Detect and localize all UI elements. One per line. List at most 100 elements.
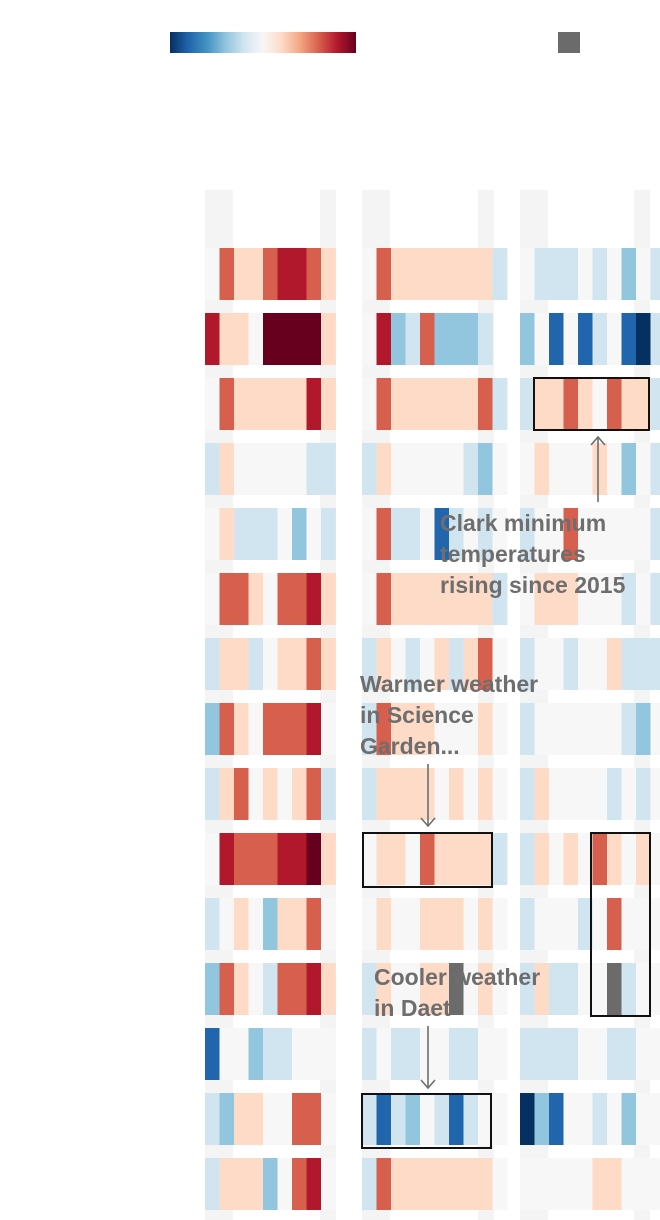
heatmap-cell	[578, 313, 593, 365]
heatmap-cell	[607, 1028, 622, 1080]
heatmap-cell	[520, 1028, 535, 1080]
heatmap-cell	[362, 898, 377, 950]
heatmap-cell	[621, 768, 637, 820]
heatmap-cell	[205, 1158, 220, 1210]
heatmap-cell	[292, 833, 307, 885]
heatmap-cell	[434, 768, 450, 820]
heatmap-cell	[234, 833, 249, 885]
heatmap-cell	[434, 833, 450, 885]
heatmap-cell	[420, 378, 435, 430]
heatmap-cell	[405, 443, 421, 495]
heatmap-cell	[563, 1028, 579, 1080]
heatmap-cell	[563, 963, 579, 1015]
heatmap-cell	[607, 248, 622, 300]
heatmap-cell	[621, 443, 637, 495]
heatmap-cell	[549, 1028, 564, 1080]
heatmap-cell	[463, 703, 479, 755]
heatmap-cell	[607, 573, 622, 625]
annotation-science-garden-line-2: in Science	[360, 702, 474, 728]
heatmap-cell	[520, 1158, 535, 1210]
arrow-clark	[590, 435, 606, 502]
heatmap-cell	[636, 963, 651, 1015]
heatmap-cell	[592, 573, 608, 625]
heatmap-cell	[306, 1093, 322, 1145]
heatmap-cell	[234, 768, 249, 820]
heatmap-cell	[321, 768, 336, 820]
heatmap-cell	[205, 443, 220, 495]
heatmap-cell	[463, 573, 479, 625]
heatmap-cell	[563, 508, 579, 560]
missing-cell	[607, 963, 622, 1015]
heatmap-cell	[449, 443, 464, 495]
heatmap-cell	[321, 1093, 336, 1145]
heatmap-cell	[321, 703, 336, 755]
heatmap-cell	[449, 833, 464, 885]
heatmap-cell	[621, 573, 637, 625]
heatmap-cell	[306, 378, 322, 430]
heatmap-cell	[549, 898, 564, 950]
heatmap-cell	[248, 768, 264, 820]
heatmap-cell	[478, 963, 493, 1015]
heatmap-cell	[263, 1093, 278, 1145]
heatmap-cell	[563, 833, 579, 885]
heatmap-cell	[592, 768, 608, 820]
heatmap-cell	[277, 378, 293, 430]
heatmap-cell	[621, 378, 637, 430]
heatmap-cell	[650, 703, 660, 755]
heatmap-cell	[520, 638, 535, 690]
heatmap-cell	[621, 898, 637, 950]
heatmap-cell	[434, 1028, 450, 1080]
heatmap-cell	[306, 248, 322, 300]
heatmap-cell	[463, 1158, 479, 1210]
heatmap-cell	[563, 703, 579, 755]
heatmap-cell	[463, 1028, 479, 1080]
heatmap-cell	[636, 1093, 651, 1145]
heatmap-cell	[391, 1028, 406, 1080]
heatmap-cell	[420, 313, 435, 365]
heatmap-cell	[362, 508, 377, 560]
heatmap-cell	[434, 963, 450, 1015]
missing-data-legend-swatch	[558, 32, 580, 53]
heatmap-cell	[219, 833, 235, 885]
heatmap-cell	[463, 638, 479, 690]
heatmap-cell	[621, 1093, 637, 1145]
heatmap-cell	[219, 638, 235, 690]
heatmap-cell	[650, 248, 660, 300]
annotation-science-garden-line-3: Garden...	[360, 733, 460, 759]
heatmap-cell	[534, 1093, 550, 1145]
heatmap-cell	[277, 898, 293, 950]
heatmap-cell	[621, 703, 637, 755]
heatmap-cell	[650, 573, 660, 625]
heatmap-cell	[607, 768, 622, 820]
heatmap-cell	[636, 898, 651, 950]
heatmap-cell	[306, 638, 322, 690]
heatmap-cell	[534, 768, 550, 820]
heatmap-cell	[362, 833, 377, 885]
heatmap-cell	[549, 833, 564, 885]
heatmap-cell	[607, 1093, 622, 1145]
annotation-daet-line-1: Cooler weather	[374, 964, 541, 990]
heatmap-cell	[248, 313, 264, 365]
heatmap-cell	[277, 638, 293, 690]
heatmap-cell	[376, 768, 392, 820]
heatmap-cell	[306, 963, 322, 1015]
heatmap-cell	[219, 248, 235, 300]
heatmap-cell	[449, 508, 464, 560]
annotation-science-garden-line-1: Warmer weather	[360, 671, 539, 697]
heatmap-cell	[478, 898, 493, 950]
heatmap-cell	[219, 1158, 235, 1210]
heatmap-cell	[292, 443, 307, 495]
heatmap-cell	[263, 443, 278, 495]
heatmap-cell	[205, 703, 220, 755]
heatmap-cell	[478, 313, 493, 365]
heatmap-cell	[592, 1158, 608, 1210]
heatmap-cell	[592, 378, 608, 430]
heatmap-cell	[650, 508, 660, 560]
heatmap-cell	[205, 248, 220, 300]
heatmap-cell	[449, 768, 464, 820]
heatmap-cell	[376, 1158, 392, 1210]
heatmap-cell	[520, 378, 535, 430]
heatmap-cell	[534, 443, 550, 495]
heatmap-cell	[434, 508, 450, 560]
heatmap-cell	[650, 378, 660, 430]
